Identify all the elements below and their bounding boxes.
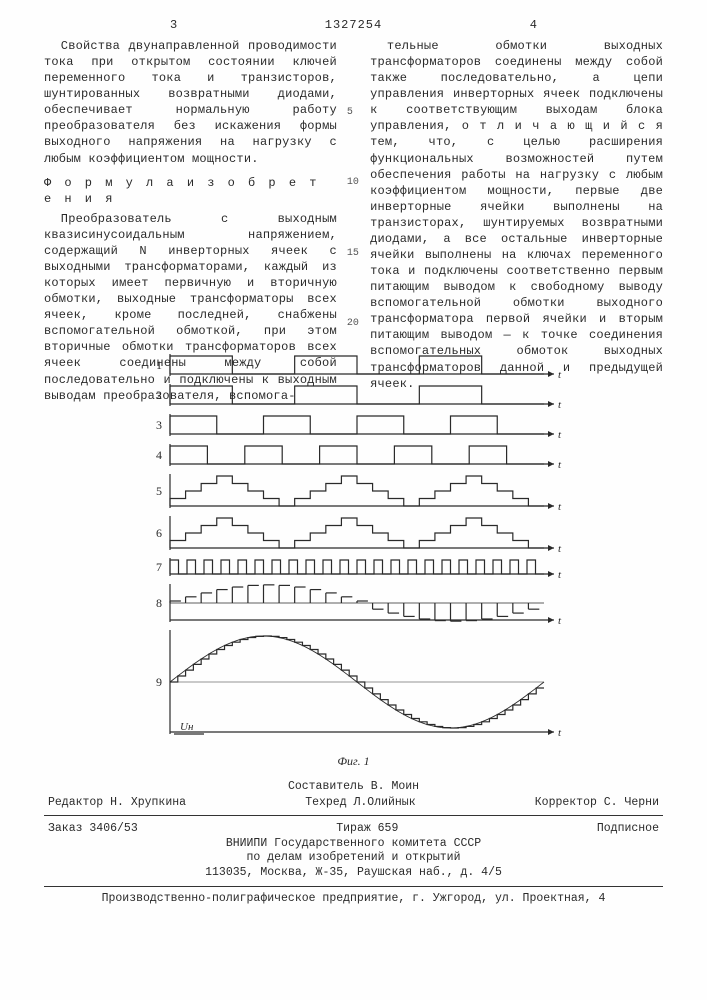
line-mark: 5 <box>347 106 360 119</box>
corrector-line: Корректор С. Черни <box>535 795 659 811</box>
svg-text:t: t <box>558 429 562 441</box>
svg-text:9: 9 <box>156 675 162 689</box>
svg-text:t: t <box>558 727 562 739</box>
svg-text:8: 8 <box>156 596 162 610</box>
imprint-line: 113035, Москва, Ж-35, Раушская наб., д. … <box>44 866 663 881</box>
page-num-left: 3 <box>170 18 177 32</box>
imprint: ВНИИПИ Государственного комитета СССР по… <box>44 837 663 882</box>
svg-text:t: t <box>558 569 562 581</box>
credits-block: Составитель В. Моин Редактор Н. Хрупкина… <box>44 779 663 907</box>
right-para: тельные обмотки выходных трансформаторов… <box>370 38 663 392</box>
signed: Подписное <box>597 821 659 837</box>
svg-text:2: 2 <box>156 388 162 402</box>
timing-diagram: 1 t 2 t 3 t 4 t 5 t 6 t 7 t 8 t 9 t Uн <box>144 344 564 752</box>
page-num-right: 4 <box>530 18 537 32</box>
figure-area: 1 t 2 t 3 t 4 t 5 t 6 t 7 t 8 t 9 t Uн <box>44 344 663 752</box>
page: 3 1327254 4 Свойства двунаправленной про… <box>0 0 707 1000</box>
svg-text:7: 7 <box>156 560 162 574</box>
line-mark: 20 <box>347 317 360 330</box>
divider <box>44 886 663 887</box>
zakaz: Заказ 3406/53 <box>48 821 138 837</box>
svg-text:t: t <box>558 399 562 411</box>
imprint-line: ВНИИПИ Государственного комитета СССР <box>44 837 663 852</box>
line-mark: 15 <box>347 247 360 260</box>
svg-text:3: 3 <box>156 418 162 432</box>
line-mark: 10 <box>347 176 360 189</box>
left-para-1: Свойства двунаправленной проводимости то… <box>44 38 337 167</box>
left-column: Свойства двунаправленной проводимости то… <box>44 38 337 340</box>
editor-line: Редактор Н. Хрупкина <box>48 795 186 811</box>
doc-number: 1327254 <box>44 18 663 32</box>
svg-text:t: t <box>558 459 562 471</box>
svg-text:Uн: Uн <box>180 721 194 733</box>
svg-text:t: t <box>558 501 562 513</box>
svg-text:5: 5 <box>156 484 162 498</box>
imprint-line: по делам изобретений и открытий <box>44 851 663 866</box>
order-row: Заказ 3406/53 Тираж 659 Подписное <box>44 821 663 837</box>
svg-text:6: 6 <box>156 526 162 540</box>
line-number-gutter: 5 10 15 20 <box>347 38 360 340</box>
text-columns: Свойства двунаправленной проводимости то… <box>44 38 663 340</box>
composer-line: Составитель В. Моин <box>44 779 663 795</box>
right-column: тельные обмотки выходных трансформаторов… <box>370 38 663 340</box>
svg-text:t: t <box>558 615 562 627</box>
svg-text:t: t <box>558 543 562 555</box>
svg-text:4: 4 <box>156 448 162 462</box>
tirazh: Тираж 659 <box>336 821 398 837</box>
svg-text:t: t <box>558 369 562 381</box>
divider <box>44 815 663 816</box>
bottom-line: Производственно-полиграфическое предприя… <box>44 892 663 907</box>
formula-heading: Ф о р м у л а и з о б р е т е н и я <box>44 175 337 207</box>
techred-line: Техред Л.Олийнык <box>305 795 415 811</box>
svg-text:1: 1 <box>156 358 162 372</box>
figure-caption: Фиг. 1 <box>44 754 663 769</box>
